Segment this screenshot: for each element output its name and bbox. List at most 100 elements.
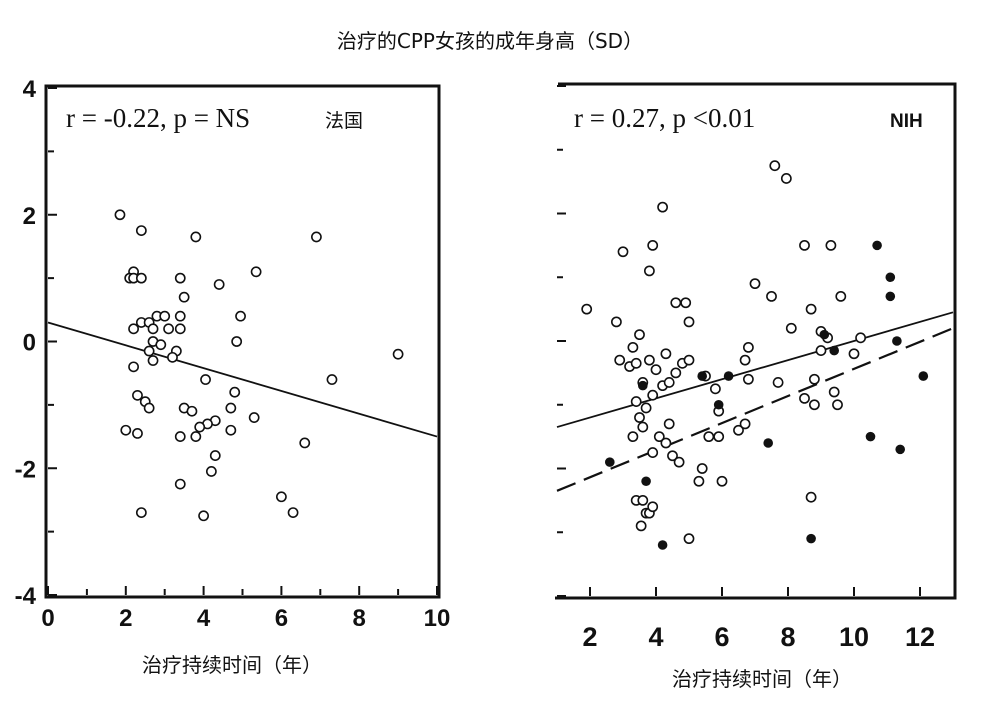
right-regression-line-dashed [556, 327, 954, 492]
right-open-point [739, 418, 751, 430]
right-open-point [693, 475, 705, 487]
right-x-tick-label: 8 [780, 622, 795, 652]
left-x-axis-label: 治疗持续时间（年） [142, 653, 322, 677]
right-filled-point [829, 345, 839, 356]
left-open-point [225, 402, 237, 414]
left-open-point [167, 351, 178, 363]
right-open-point [680, 297, 692, 309]
right-x-tick-label: 10 [839, 622, 869, 652]
left-regression-line-solid [47, 321, 438, 438]
left-x-tick-label: 8 [353, 605, 366, 632]
right-filled-point [865, 431, 876, 442]
right-open-point [635, 520, 647, 532]
right-open-point [647, 501, 659, 513]
right-open-point [799, 392, 810, 404]
right-open-point [835, 290, 847, 302]
right-x-tick-label: 12 [905, 622, 935, 652]
left-open-point [326, 374, 338, 385]
right-filled-point [723, 371, 734, 381]
right-open-point [825, 239, 837, 251]
right-filled-point [872, 240, 882, 251]
left-open-point [311, 231, 322, 243]
left-open-point [275, 491, 287, 503]
right-filled-point [657, 540, 668, 550]
right-filled-point [819, 329, 830, 340]
right-open-point [660, 437, 672, 449]
chart-title: 治疗的CPP女孩的成年身高（SD） [337, 29, 643, 53]
right-open-point [657, 201, 668, 213]
right-open-point [848, 348, 860, 360]
left-open-point [135, 272, 147, 284]
right-open-point [634, 412, 645, 423]
right-open-point [696, 463, 708, 474]
left-open-point [198, 510, 209, 522]
right-filled-point [605, 457, 615, 467]
right-open-point [809, 399, 820, 411]
right-filled-point [885, 272, 896, 283]
left-open-point [132, 427, 143, 439]
right-open-point [713, 431, 725, 443]
right-open-point [743, 373, 754, 385]
right-panel: r = 0.27, p <0.01 NIH 2 4 6 8 10 12 治疗持续时间（年） [555, 82, 957, 691]
left-open-point [229, 386, 241, 398]
right-open-point [805, 303, 817, 315]
right-open-point [733, 424, 744, 436]
right-open-point [630, 357, 642, 369]
right-open-point [673, 456, 685, 468]
left-open-point [147, 355, 159, 366]
left-open-point [248, 412, 260, 423]
left-open-point [128, 361, 139, 373]
left-open-point [155, 339, 167, 351]
left-axis-ticks: 0 2 4 6 8 10 4 2 0 -2 -4 [15, 76, 451, 632]
right-filled-point [806, 533, 816, 544]
right-open-point [611, 316, 622, 328]
right-open-point [749, 278, 761, 290]
right-filled-point [885, 291, 896, 302]
left-open-point [190, 231, 202, 243]
left-x-tick-label: 6 [275, 605, 288, 632]
right-open-point [683, 316, 695, 328]
right-open-point [653, 431, 665, 443]
right-open-point [663, 377, 675, 388]
right-open-point [785, 322, 797, 334]
left-x-tick-label: 10 [424, 605, 451, 632]
left-open-point [225, 424, 237, 436]
right-x-tick-label: 6 [714, 622, 729, 652]
right-open-point [780, 173, 792, 184]
right-open-point [772, 377, 784, 388]
right-open-point [703, 431, 715, 443]
left-open-point [299, 437, 311, 449]
right-regression-line-solid [556, 311, 954, 428]
right-open-point [815, 345, 827, 356]
right-filled-point [918, 371, 929, 381]
right-open-point [710, 383, 721, 395]
right-filled-point [697, 371, 707, 381]
right-filled-point [763, 438, 773, 448]
left-open-point [132, 389, 143, 401]
right-open-point [716, 475, 728, 487]
right-open-point [647, 389, 659, 401]
right-data-points [581, 160, 929, 550]
right-open-point [670, 297, 682, 309]
right-open-point [805, 491, 817, 503]
left-open-point [128, 323, 139, 335]
left-open-point [205, 466, 217, 477]
left-regression-lines [47, 321, 438, 438]
right-open-point [855, 332, 866, 344]
right-x-tick-label: 4 [648, 622, 663, 652]
right-filled-point [638, 380, 648, 391]
right-x-axis-label: 治疗持续时间（年） [672, 667, 852, 691]
left-open-point [213, 279, 225, 290]
left-open-point [174, 310, 186, 322]
left-open-point [174, 431, 186, 442]
left-open-point [287, 507, 299, 519]
right-filled-point [641, 476, 651, 487]
left-open-point [194, 421, 206, 433]
left-open-point [250, 266, 262, 278]
left-panel: r = -0.22, p = NS 法国 0 2 4 6 8 10 4 2 0 -2 -4 治疗持续… [15, 76, 451, 677]
right-stat-label: r = 0.27, p <0.01 [574, 103, 755, 133]
right-open-point [650, 364, 662, 376]
left-x-tick-label: 0 [41, 605, 54, 632]
right-region-label: NIH [890, 111, 923, 132]
